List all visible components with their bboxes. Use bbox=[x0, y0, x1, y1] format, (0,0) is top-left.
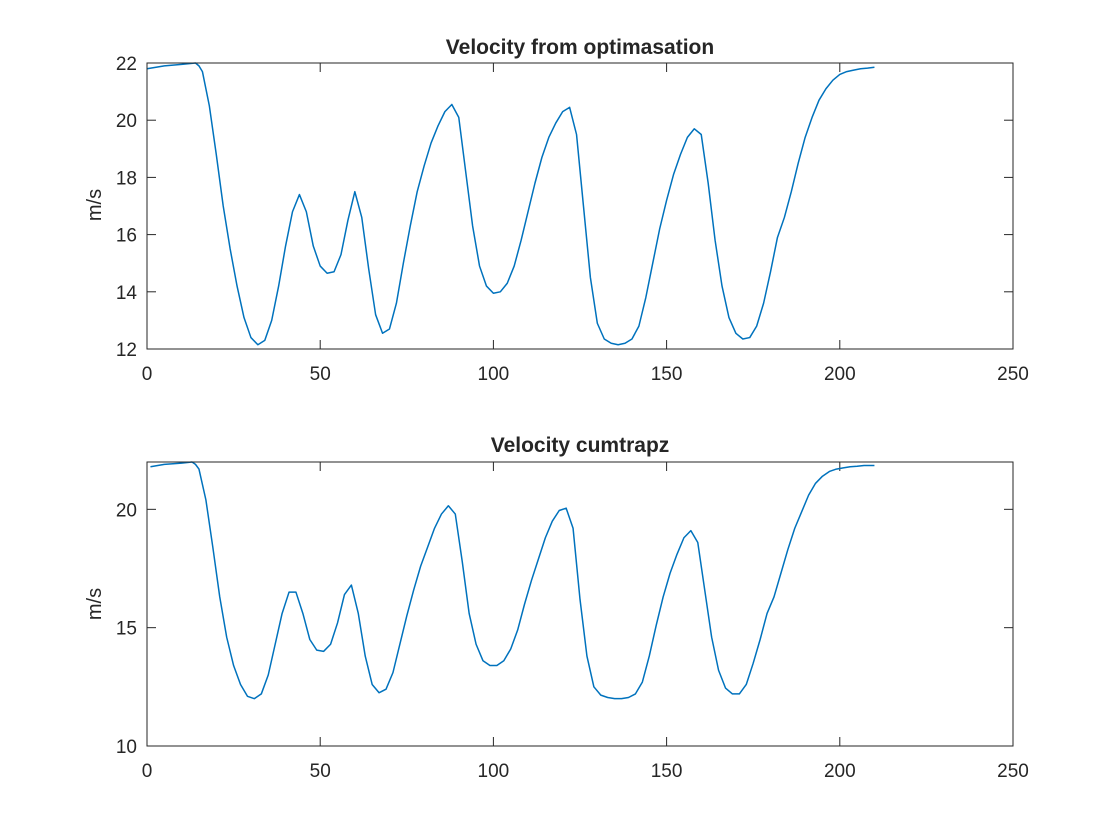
x-tick-label: 0 bbox=[142, 761, 153, 782]
y-tick-label: 10 bbox=[116, 737, 137, 758]
x-tick-label: 150 bbox=[651, 364, 683, 385]
axes-box-bottom bbox=[146, 461, 1014, 747]
plot-area-top bbox=[146, 62, 875, 346]
plot-area-bottom bbox=[150, 461, 875, 700]
x-tick-label: 100 bbox=[478, 761, 510, 782]
x-tick-label: 200 bbox=[824, 761, 856, 782]
chart-title-bottom: Velocity cumtrapz bbox=[491, 434, 670, 457]
y-tick-label: 18 bbox=[116, 168, 137, 189]
y-axis-label-bottom: m/s bbox=[84, 588, 106, 620]
x-tick-label: 50 bbox=[310, 761, 331, 782]
x-tick-label: 250 bbox=[997, 364, 1029, 385]
y-tick-label: 20 bbox=[116, 111, 137, 132]
subplot-top: Velocity from optimasation m/s 0 50 100 150… bbox=[84, 36, 1029, 385]
chart-title-top: Velocity from optimasation bbox=[446, 36, 714, 59]
axes-box-top bbox=[146, 62, 1014, 350]
y-tick-label: 15 bbox=[116, 619, 137, 640]
x-tick-label: 200 bbox=[824, 364, 856, 385]
tick-group-top: 0 50 100 150 200 250 12 14 16 18 20 22 bbox=[116, 54, 1029, 385]
series-line-top bbox=[146, 62, 875, 346]
y-tick-label: 22 bbox=[116, 54, 137, 75]
tick-group-bottom: 0 50 100 150 200 250 10 15 20 bbox=[116, 462, 1029, 782]
y-tick-label: 14 bbox=[116, 283, 138, 304]
series-line-bottom bbox=[150, 461, 875, 700]
y-tick-label: 16 bbox=[116, 226, 137, 247]
y-axis-label-top: m/s bbox=[84, 189, 106, 221]
x-tick-label: 0 bbox=[142, 364, 153, 385]
x-tick-label: 50 bbox=[310, 364, 331, 385]
y-tick-label: 20 bbox=[116, 500, 137, 521]
x-tick-label: 250 bbox=[997, 761, 1029, 782]
subplot-bottom: Velocity cumtrapz m/s 0 50 100 150 200 250 10 1… bbox=[84, 434, 1029, 782]
x-tick-label: 150 bbox=[651, 761, 683, 782]
x-tick-label: 100 bbox=[478, 364, 510, 385]
y-tick-label: 12 bbox=[116, 340, 137, 361]
